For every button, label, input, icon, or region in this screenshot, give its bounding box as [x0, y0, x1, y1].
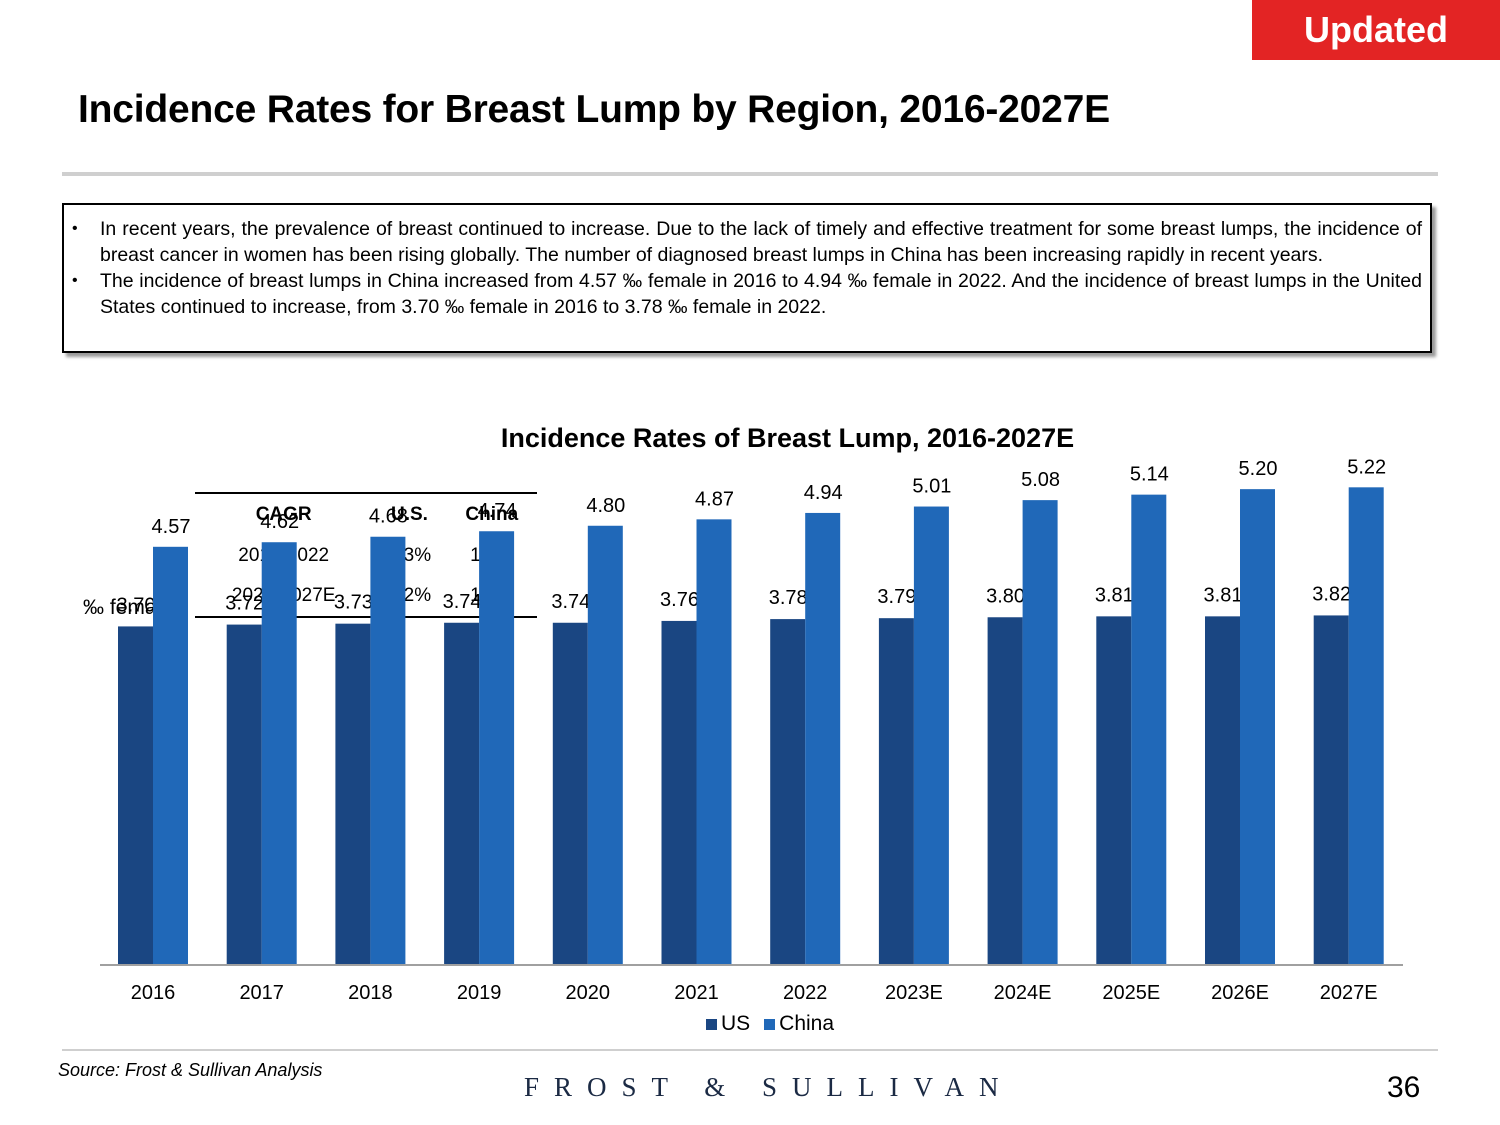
bar-china	[1131, 494, 1167, 965]
data-label-china: 4.94	[804, 482, 843, 504]
source-note: Source: Frost & Sullivan Analysis	[58, 1060, 323, 1080]
bullet-marker: •	[72, 272, 78, 289]
bar-china	[153, 546, 188, 965]
x-tick-label: 2018	[348, 982, 393, 1004]
data-label-us: 3.78	[769, 587, 808, 609]
bar-china	[479, 531, 515, 965]
title-divider	[62, 172, 1438, 176]
summary-bullet-2: • The incidence of breast lumps in China…	[72, 268, 1422, 320]
cagr-table-header-row: CAGR U.S. China	[195, 493, 537, 536]
data-label-us: 3.81	[1095, 584, 1134, 606]
data-label-us: 3.73	[334, 592, 373, 614]
legend-label-us: US	[720, 1012, 751, 1035]
data-label-us: 3.70	[117, 594, 156, 616]
bar-china	[1240, 489, 1275, 965]
chart-title: Incidence Rates of Breast Lump, 2016-202…	[500, 423, 1075, 453]
bar-us	[770, 619, 806, 965]
data-label-china: 4.80	[586, 495, 625, 517]
data-label-china: 5.14	[1130, 464, 1169, 486]
data-label-us: 3.74	[551, 591, 590, 613]
summary-bullet-1-text: In recent years, the prevalence of breas…	[100, 218, 1422, 266]
page-title: Incidence Rates for Breast Lump by Regio…	[78, 88, 1110, 131]
data-label-china: 4.62	[260, 511, 299, 533]
legend-item-us: US	[705, 1012, 751, 1036]
data-label-us: 3.79	[877, 586, 916, 608]
data-label-us: 3.74	[443, 591, 482, 613]
page-number: 36	[1387, 1071, 1421, 1104]
x-tick-label: 2026E	[1211, 982, 1269, 1004]
brand-logo: FROST & SULLIVAN	[524, 1072, 1014, 1102]
data-label-china: 4.87	[695, 488, 734, 510]
bar-china	[1022, 500, 1058, 965]
x-tick-label: 2024E	[994, 982, 1052, 1004]
data-label-china: 5.08	[1021, 469, 1060, 491]
cagr-header-china: China	[465, 504, 519, 525]
x-tick-label: 2020	[566, 982, 611, 1004]
legend-swatch-us	[705, 1018, 717, 1030]
data-label-us: 3.72	[225, 593, 264, 615]
bar-us	[118, 626, 153, 965]
bar-china	[261, 542, 297, 965]
data-label-china: 4.74	[478, 500, 517, 522]
x-tick-label: 2016	[131, 982, 176, 1004]
bar-us	[335, 623, 371, 965]
bar-us	[226, 624, 262, 965]
x-tick-label: 2023E	[885, 982, 943, 1004]
bar-china	[805, 512, 841, 965]
bar-us	[1313, 615, 1349, 965]
cagr-header-period: CAGR	[255, 504, 312, 525]
footer-divider	[62, 1049, 1438, 1051]
bar-us	[444, 622, 480, 965]
x-tick-label: 2019	[457, 982, 502, 1004]
updated-badge: Updated	[1252, 0, 1500, 60]
bar-us	[1205, 616, 1240, 965]
summary-box: • In recent years, the prevalence of bre…	[62, 203, 1432, 353]
data-label-china: 4.68	[369, 506, 408, 528]
bar-us	[552, 622, 588, 965]
bar-us	[987, 617, 1023, 965]
bar-china	[370, 536, 406, 965]
legend-swatch-china	[764, 1018, 776, 1030]
bar-us	[878, 618, 914, 965]
data-label-us: 3.80	[986, 585, 1025, 607]
x-tick-label: 2017	[239, 982, 284, 1004]
chart-legend: US China	[0, 1012, 1500, 1036]
bar-china	[913, 506, 949, 965]
data-label-us: 3.76	[660, 589, 699, 611]
legend-label-china: China	[779, 1012, 835, 1035]
x-tick-label: 2021	[674, 982, 719, 1004]
summary-bullet-1: • In recent years, the prevalence of bre…	[72, 216, 1422, 268]
cagr-header-us: U.S.	[390, 504, 428, 525]
data-label-us: 3.82	[1312, 583, 1351, 605]
data-label-china: 4.57	[152, 516, 191, 538]
y-axis-unit-label: ‰ female	[83, 596, 173, 619]
bar-us	[1096, 616, 1132, 965]
bar-china	[696, 519, 732, 965]
data-label-china: 5.20	[1239, 458, 1278, 480]
x-tick-label: 2025E	[1102, 982, 1160, 1004]
legend-item-china: China	[764, 1012, 834, 1036]
bar-china	[1348, 487, 1384, 965]
bar-us	[661, 620, 697, 965]
x-tick-label: 2027E	[1320, 982, 1378, 1004]
data-label-us: 3.81	[1204, 584, 1243, 606]
data-label-china: 5.01	[912, 476, 951, 498]
data-label-china: 5.22	[1347, 456, 1386, 478]
bullet-marker: •	[72, 220, 78, 237]
summary-bullet-2-text: The incidence of breast lumps in China i…	[100, 270, 1422, 318]
x-tick-label: 2022	[783, 982, 828, 1004]
bar-china	[587, 525, 623, 965]
